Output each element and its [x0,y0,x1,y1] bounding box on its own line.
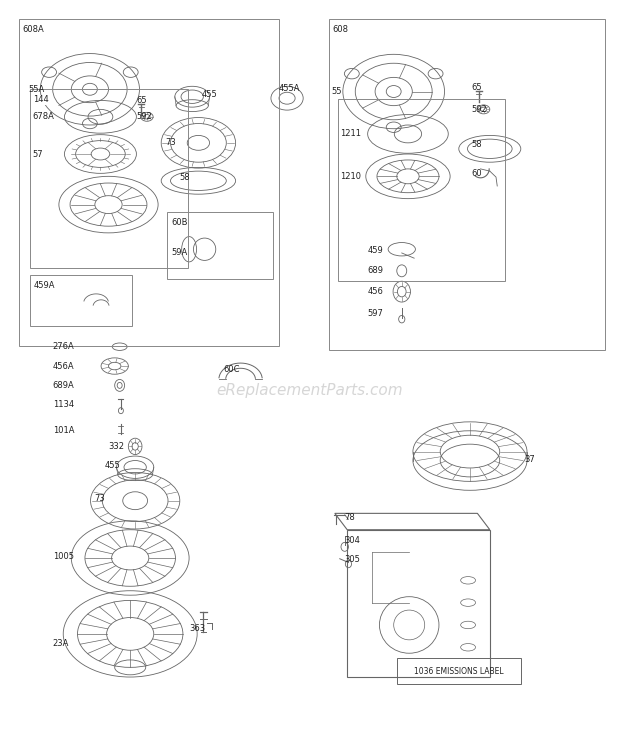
Text: 608A: 608A [22,25,44,33]
Text: 597: 597 [368,310,384,318]
Text: 23A: 23A [53,639,69,648]
Text: 60C: 60C [223,365,240,374]
Text: 592: 592 [471,105,487,114]
Text: 55: 55 [332,87,342,96]
Text: 459A: 459A [33,281,55,290]
Text: 455A: 455A [279,84,301,93]
Text: 304: 304 [344,536,360,545]
Text: 101A: 101A [53,426,74,434]
Text: 73: 73 [94,494,105,503]
Text: 363: 363 [189,624,205,633]
Text: 455: 455 [104,461,120,470]
Text: 592: 592 [136,112,152,121]
Text: 144: 144 [33,95,49,104]
Text: eReplacementParts.com: eReplacementParts.com [216,383,404,398]
Text: 1036 EMISSIONS LABEL: 1036 EMISSIONS LABEL [414,667,503,676]
Text: 455: 455 [202,90,217,99]
Text: 608: 608 [332,25,348,33]
Text: 332: 332 [108,442,125,451]
Text: 59A: 59A [172,248,188,257]
Text: 689: 689 [368,266,384,275]
Text: 55A: 55A [28,85,44,94]
Text: 689A: 689A [53,381,74,390]
Text: 60: 60 [471,169,482,178]
Text: 305: 305 [344,555,360,564]
Text: 65: 65 [471,83,482,92]
Text: 276A: 276A [53,342,74,351]
Text: 456A: 456A [53,362,74,371]
Text: 1210: 1210 [340,172,361,181]
Text: 1005: 1005 [53,552,74,561]
Text: 57: 57 [33,150,43,158]
Text: 58: 58 [471,140,482,149]
Text: 1211: 1211 [340,129,361,138]
Text: 678A: 678A [33,112,55,121]
Text: 456: 456 [368,287,384,296]
Text: 78: 78 [344,513,355,522]
Text: 459: 459 [368,246,383,255]
Text: 1134: 1134 [53,400,74,409]
Polygon shape [335,513,490,530]
Text: 73: 73 [166,138,176,147]
Text: 60B: 60B [171,218,188,227]
Text: 58: 58 [180,173,190,182]
Text: 37: 37 [524,455,534,464]
Text: 65: 65 [136,96,147,105]
